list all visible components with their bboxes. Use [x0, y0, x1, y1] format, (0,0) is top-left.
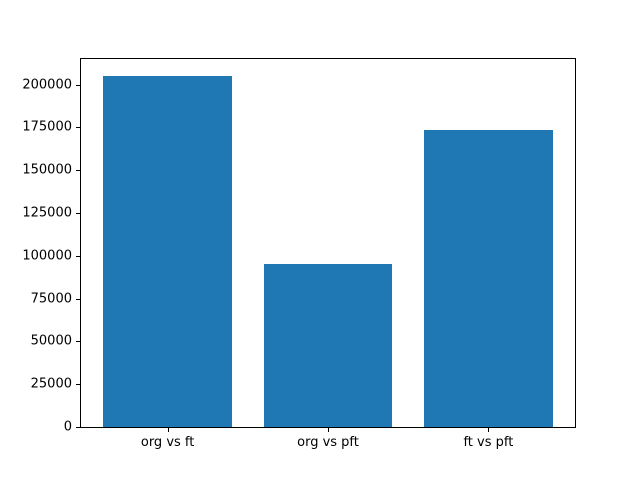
y-tick-mark — [76, 127, 80, 129]
y-tick-mark — [76, 84, 80, 86]
y-tick-mark — [76, 341, 80, 343]
plot-area — [80, 58, 576, 428]
y-tick-label: 0 — [63, 419, 72, 435]
y-tick-mark — [76, 298, 80, 300]
y-tick-mark — [76, 255, 80, 257]
y-tick-label: 100000 — [22, 248, 72, 264]
x-tick-label: ft vs pft — [463, 435, 514, 450]
y-tick-label: 25000 — [30, 376, 72, 392]
x-tick-mark — [328, 428, 329, 432]
x-tick-label: org vs pft — [297, 435, 359, 450]
bar-ft-vs-pft — [424, 130, 553, 427]
y-tick-mark — [76, 170, 80, 172]
y-tick-label: 200000 — [22, 77, 72, 93]
x-tick-mark — [167, 428, 169, 432]
bar-org-vs-pft — [263, 263, 393, 427]
y-tick-label: 50000 — [30, 333, 72, 349]
y-tick-mark — [76, 384, 80, 386]
y-tick-mark — [76, 213, 80, 215]
bar-org-vs-ft — [103, 76, 232, 427]
y-tick-label: 150000 — [22, 162, 72, 178]
x-tick-label: org vs ft — [140, 435, 195, 450]
y-tick-label: 175000 — [22, 119, 72, 135]
y-tick-mark — [76, 427, 80, 428]
y-tick-label: 75000 — [30, 291, 72, 307]
y-tick-label: 125000 — [22, 205, 72, 221]
x-tick-mark — [488, 428, 490, 432]
